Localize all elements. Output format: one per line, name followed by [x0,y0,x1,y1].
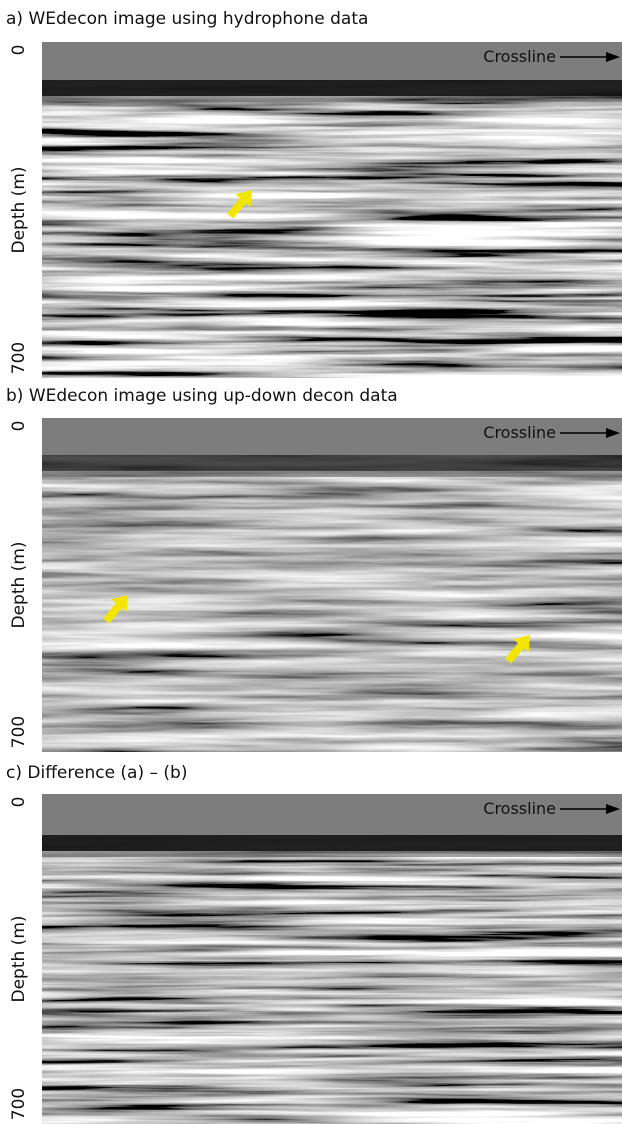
seafloor [42,80,622,96]
y-bottom-label: 700 [9,1088,29,1120]
y-bottom-label: 700 [9,716,29,748]
seafloor-halo [42,96,622,102]
y-axis-label: Depth (m) [9,915,29,1002]
crossline-label: Crossline [483,423,556,442]
seafloor-halo [42,471,622,477]
seafloor-halo [42,851,622,857]
seafloor [42,455,622,471]
seafloor [42,835,622,851]
crossline-label: Crossline [483,799,556,818]
y-top-label: 0 [9,421,29,432]
seismic-section [42,80,622,378]
panel-title: a) WEdecon image using hydrophone data [6,9,368,29]
y-axis-label: Depth (m) [9,166,29,253]
seismic-section [42,455,622,752]
panel-title: c) Difference (a) – (b) [6,763,187,783]
y-axis-label: Depth (m) [9,541,29,628]
y-top-label: 0 [9,45,29,56]
y-top-label: 0 [9,797,29,808]
seismic-section [42,835,622,1124]
panel-title: b) WEdecon image using up-down decon dat… [6,386,398,406]
figure: a) WEdecon image using hydrophone data Cr… [0,0,622,1124]
y-bottom-label: 700 [9,342,29,374]
crossline-label: Crossline [483,47,556,66]
